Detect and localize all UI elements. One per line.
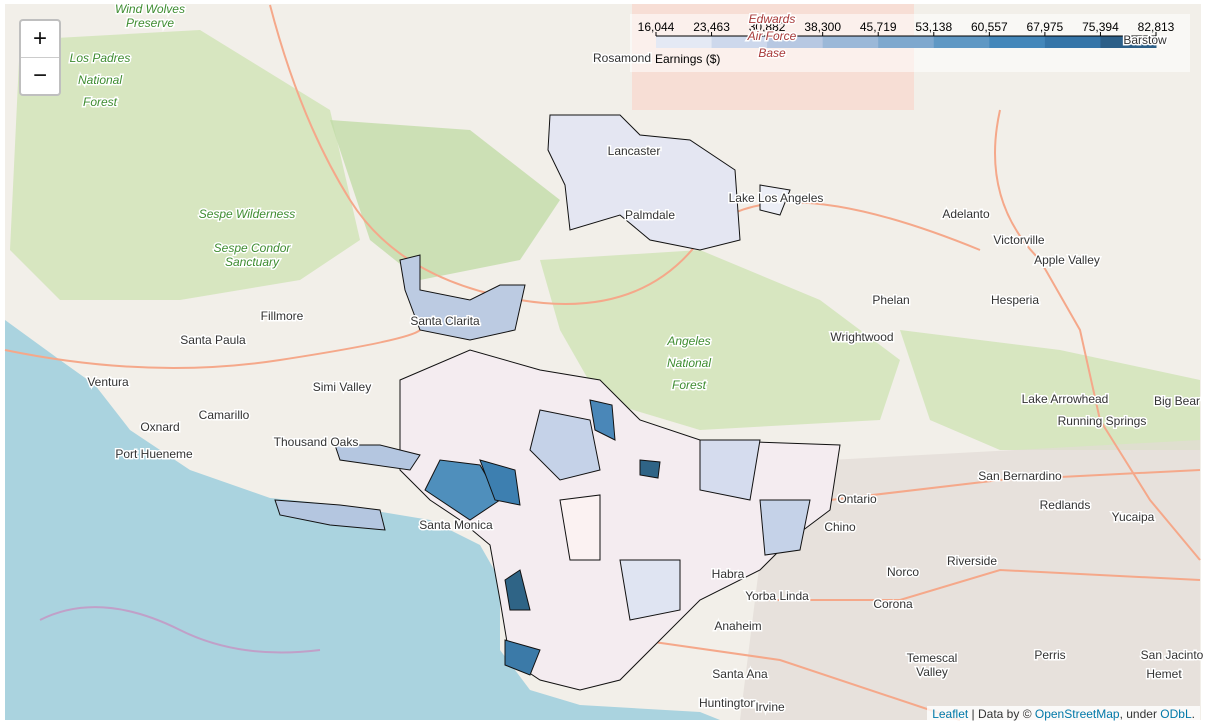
place-label: Sespe Condor [214, 241, 292, 255]
place-label: Forest [672, 378, 707, 392]
place-label: Perris [1034, 648, 1065, 662]
forest [900, 330, 1200, 450]
legend-tick-label: 30,882 [749, 20, 786, 34]
legend-swatch [767, 36, 824, 48]
place-label: Palmdale [625, 208, 675, 222]
zoom-control: + − [19, 19, 61, 96]
place-label: Chino [824, 520, 856, 534]
place-label: Santa Paula [180, 333, 246, 347]
place-label: Air Force [747, 29, 797, 43]
legend-swatch [1100, 36, 1157, 48]
place-label: Riverside [947, 554, 997, 568]
place-label: San Jacinto [1141, 648, 1204, 662]
place-label: Simi Valley [313, 380, 371, 394]
legend-swatch [989, 36, 1046, 48]
legend-swatch [878, 36, 935, 48]
legend-tick-label: 67,975 [1027, 20, 1064, 34]
legend-tick-label: 45,719 [860, 20, 897, 34]
legend-swatch [822, 36, 879, 48]
place-label: Thousand Oaks [274, 435, 359, 449]
place-label: Santa Ana [712, 667, 768, 681]
legend-tick-label: 75,394 [1082, 20, 1119, 34]
place-label: Los Padres [70, 51, 131, 65]
place-label: Camarillo [199, 408, 250, 422]
forest [10, 30, 360, 300]
text: , under [1119, 707, 1161, 721]
place-label: Running Springs [1058, 414, 1147, 428]
place-label: Lake Los Angeles [729, 191, 824, 205]
zoom-out[interactable]: − [21, 57, 59, 94]
legend-tick-label: 60,557 [971, 20, 1008, 34]
place-label: Yorba Linda [745, 589, 809, 603]
link[interactable]: Leaflet [932, 707, 969, 721]
place-label: National [78, 73, 122, 87]
place-label: Hemet [1146, 667, 1182, 681]
link[interactable]: OpenStreetMap [1034, 707, 1120, 721]
place-label: Oxnard [140, 420, 179, 434]
place-label: Sespe Wilderness [199, 207, 296, 221]
place-label: Rosamond [593, 51, 651, 65]
zoom-in[interactable]: + [32, 25, 47, 52]
choropleth-regions [274, 114, 841, 691]
place-label: Valley [916, 665, 948, 679]
legend-swatch [933, 36, 990, 48]
place-label: Lake Arrowhead [1022, 392, 1109, 406]
place-label: National [667, 356, 711, 370]
legend-swatch [711, 36, 768, 48]
place-label: Norco [887, 565, 919, 579]
place-label: Forest [83, 95, 118, 109]
place-label: Wrightwood [830, 330, 893, 344]
place-label: Irvine [755, 700, 785, 714]
place-label: Victorville [993, 233, 1044, 247]
legend-tick-label: 38,300 [804, 20, 841, 34]
place-label: Ventura [87, 375, 129, 389]
place-label: Angeles [666, 334, 710, 348]
forest [330, 120, 560, 280]
place-label: Barstow [1123, 33, 1167, 47]
legend-title: Earnings ($) [655, 52, 720, 66]
place-label: Edwards [749, 12, 796, 26]
legend-swatch [656, 36, 713, 48]
legend-tick-label: 23,463 [693, 20, 730, 34]
place-label: Temescal [907, 651, 958, 665]
legend-tick-label: 16,044 [638, 20, 675, 34]
place-label: Huntington [699, 696, 757, 710]
legend-swatch [1044, 36, 1101, 48]
place-label: Big Bear [1154, 394, 1200, 408]
place-label: Apple Valley [1034, 253, 1100, 267]
place-label: Hesperia [991, 293, 1039, 307]
text: . [1191, 707, 1195, 721]
legend-tick-label: 82,813 [1138, 20, 1175, 34]
legend: 16,044 23,463 30,882 38,300 45,719 53,138 60,5… [630, 14, 1190, 72]
place-label: Santa Clarita [410, 314, 480, 328]
place-label: Wind Wolves [115, 2, 185, 16]
place-label: Adelanto [942, 207, 990, 221]
attribution: Leaflet | Data by © OpenStreetMap, under… [927, 706, 1200, 722]
place-label: Redlands [1040, 498, 1091, 512]
legend-tick-label: 53,138 [915, 20, 952, 34]
place-label: Lancaster [608, 144, 661, 158]
place-label: Base [758, 46, 786, 60]
link[interactable]: ODbL [1160, 707, 1192, 721]
place-label: San Bernardino [978, 469, 1062, 483]
text: | Data by © [968, 707, 1035, 721]
boundary [39, 606, 321, 654]
place-label: Habra [712, 567, 745, 581]
place-label: Yucaipa [1112, 510, 1155, 524]
forest [540, 250, 900, 430]
place-label: Ontario [837, 492, 877, 506]
place-label: Phelan [872, 293, 909, 307]
place-label: Port Hueneme [115, 447, 193, 461]
place-label: Santa Monica [419, 518, 493, 532]
place-label: Anaheim [714, 619, 761, 633]
place-label: Fillmore [261, 309, 304, 323]
place-label: Sanctuary [225, 255, 280, 269]
place-label: Corona [873, 597, 913, 611]
place-label: Preserve [126, 16, 174, 30]
